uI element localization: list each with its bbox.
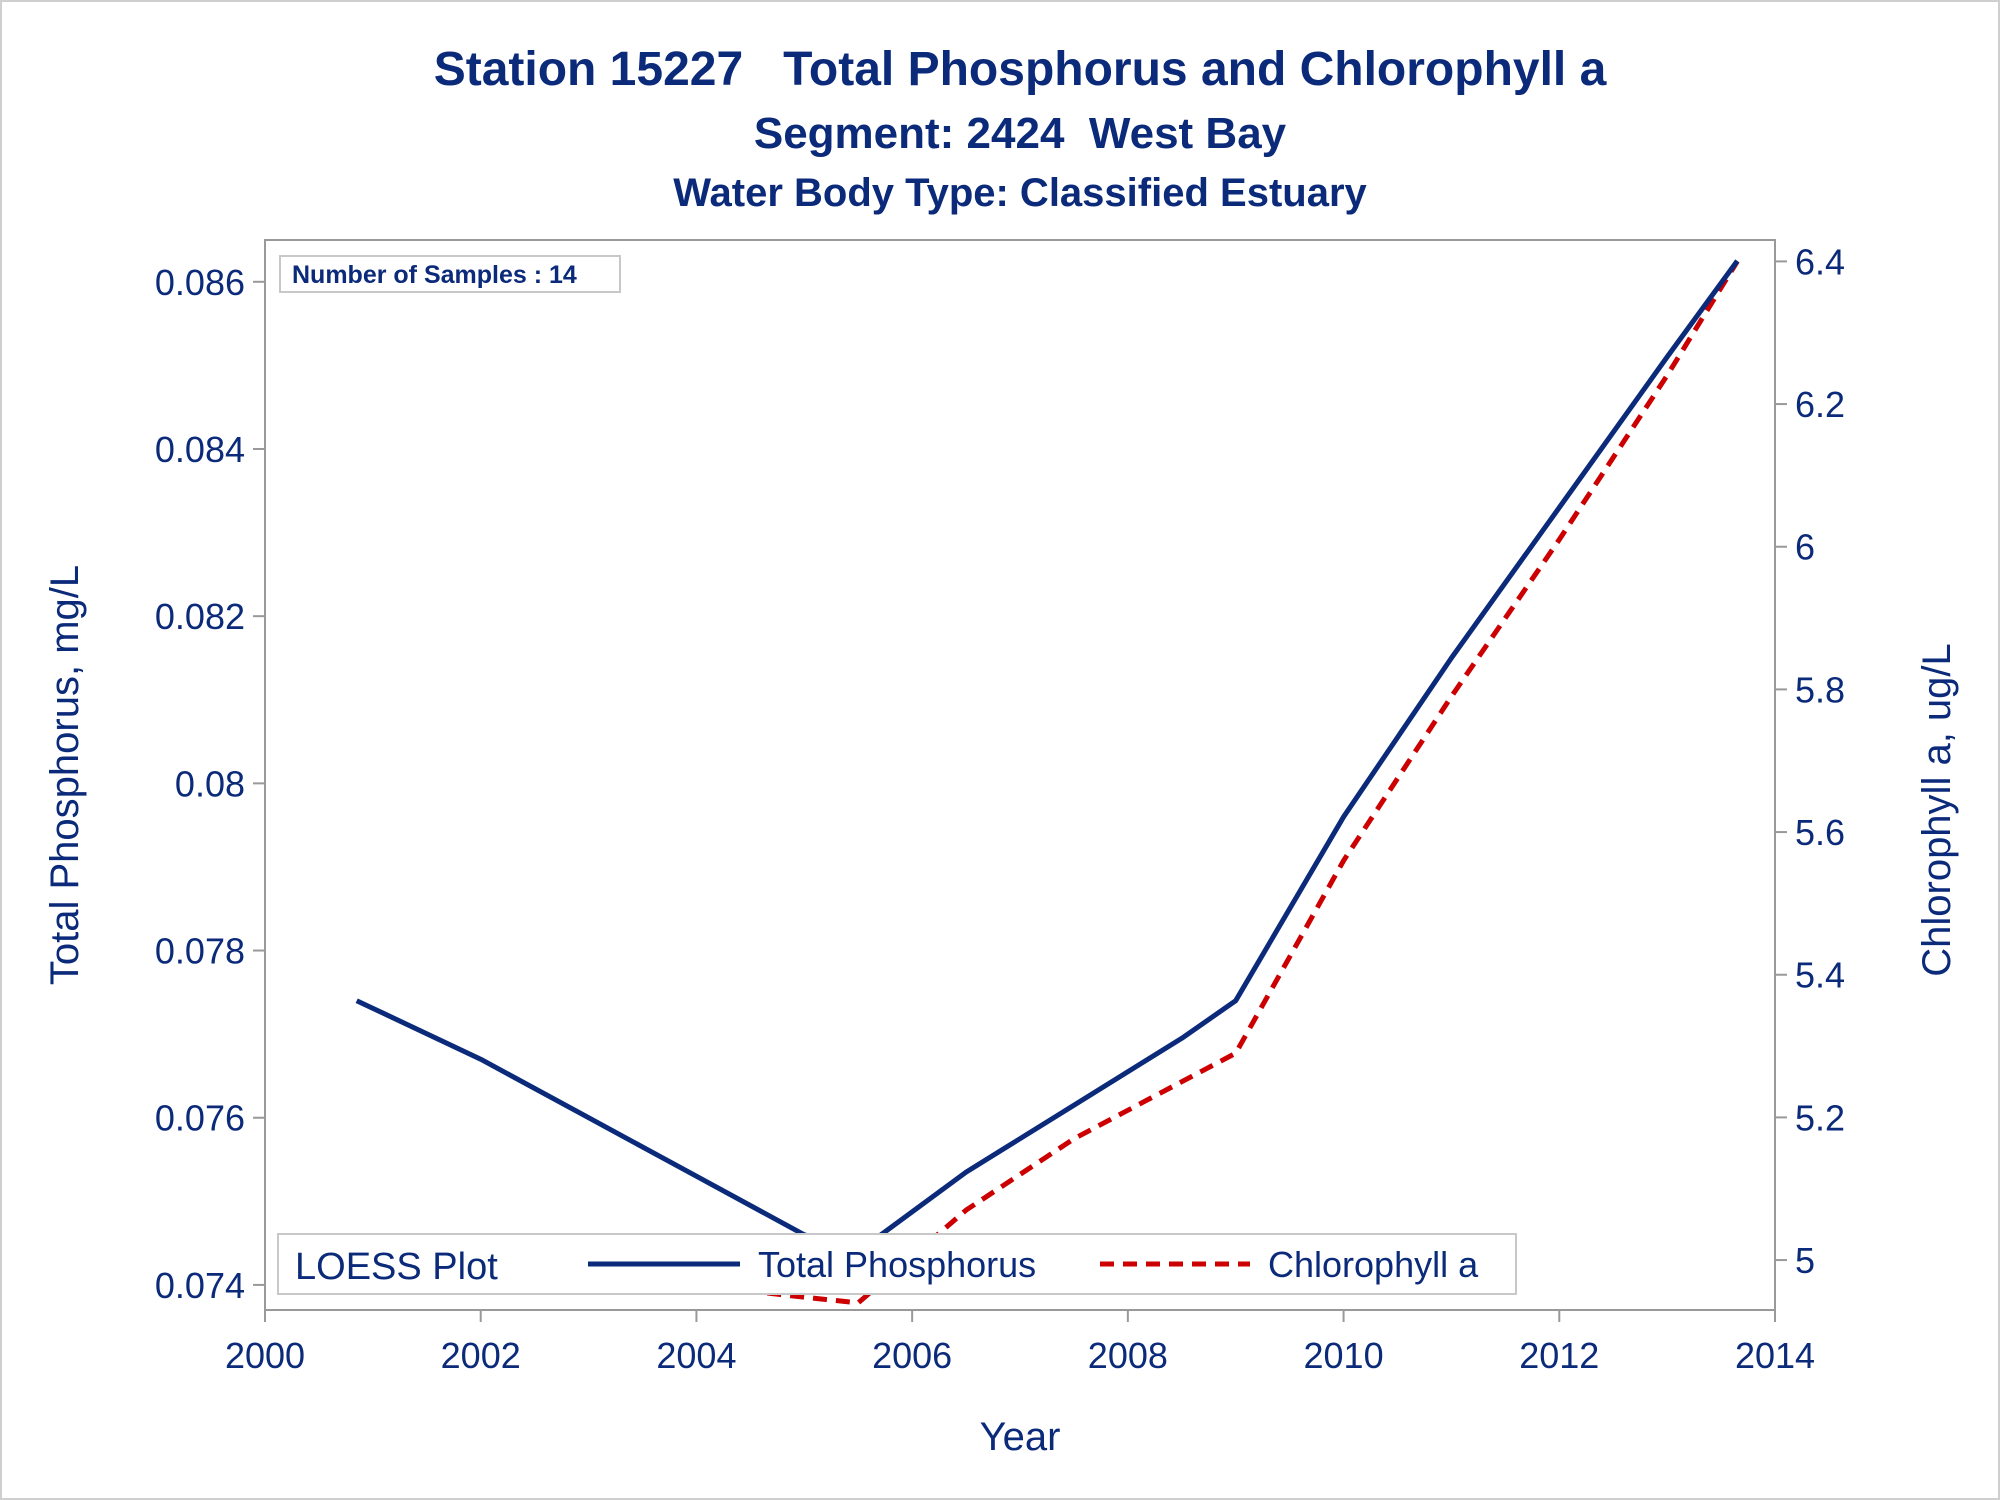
y-tick-label: 0.074: [155, 1265, 245, 1306]
legend-entry-chlorophyll-a: Chlorophyll a: [1268, 1244, 1479, 1285]
legend: LOESS Plot Total Phosphorus Chlorophyll …: [277, 1233, 1517, 1295]
y2-tick-label: 5: [1795, 1240, 1815, 1281]
series-layer: [355, 259, 1740, 1306]
legend-box: [277, 1233, 1517, 1295]
x-axis: 2000 2002 2004 2006 2008 2010 2012 2014: [225, 1310, 1815, 1376]
y-axis-left: 0.074 0.076 0.078 0.08 0.082 0.084 0.086: [155, 262, 265, 1306]
chart-subtitle-2: Water Body Type: Classified Estuary: [673, 171, 1367, 215]
y-axis-right: 5 5.2 5.4 5.6 5.8 6 6.2 6.4: [1775, 241, 1845, 1281]
y2-tick-label: 5.4: [1795, 955, 1845, 996]
chart-title: Station 15227 Total Phosphorus and Chlor…: [434, 43, 1607, 96]
plot-area: [264, 239, 1776, 1311]
series-line-chlorophyll-a: [356, 260, 1740, 1306]
y2-tick-label: 6.4: [1795, 241, 1845, 282]
y2-tick-label: 5.2: [1795, 1097, 1845, 1138]
y-tick-label: 0.084: [155, 429, 245, 470]
legend-title: LOESS Plot: [295, 1246, 498, 1288]
x-axis-label: Year: [980, 1415, 1061, 1459]
y-tick-label: 0.078: [155, 931, 245, 972]
y-tick-label: 0.076: [155, 1098, 245, 1139]
x-tick-label: 2000: [225, 1335, 305, 1376]
series-line-total-phosphorus: [355, 259, 1740, 1254]
x-tick-label: 2014: [1735, 1335, 1815, 1376]
y-axis-label: Total Phosphorus, mg/L: [43, 565, 87, 985]
y-tick-label: 0.08: [175, 763, 245, 804]
y-tick-label: 0.086: [155, 262, 245, 303]
x-tick-label: 2002: [441, 1335, 521, 1376]
y-tick-label: 0.082: [155, 596, 245, 637]
x-tick-label: 2012: [1519, 1335, 1599, 1376]
x-tick-label: 2006: [872, 1335, 952, 1376]
chart-subtitle: Segment: 2424 West Bay: [754, 109, 1287, 158]
annotation-box: [279, 255, 621, 293]
y2-tick-label: 6.2: [1795, 384, 1845, 425]
y2-tick-label: 6: [1795, 527, 1815, 568]
x-tick-label: 2010: [1304, 1335, 1384, 1376]
y2-tick-label: 5.8: [1795, 669, 1845, 710]
x-tick-label: 2004: [656, 1335, 736, 1376]
sample-count-annotation: Number of Samples : 14: [292, 261, 577, 289]
y2-axis-label: Chlorophyll a, ug/L: [1915, 643, 1959, 977]
y2-tick-label: 5.6: [1795, 812, 1845, 853]
legend-entry-total-phosphorus: Total Phosphorus: [758, 1244, 1036, 1285]
x-tick-label: 2008: [1088, 1335, 1168, 1376]
